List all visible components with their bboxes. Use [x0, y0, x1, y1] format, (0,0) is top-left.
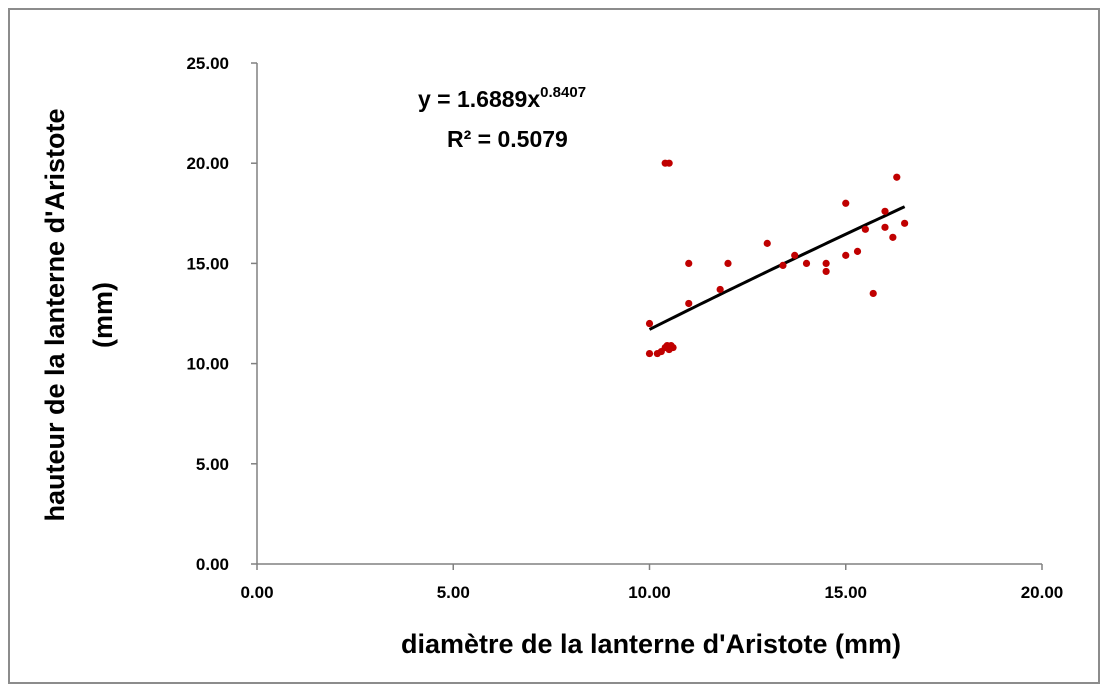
chart-frame	[8, 8, 1100, 684]
data-point	[901, 219, 909, 227]
x-tick-label: 15.00	[824, 583, 867, 602]
data-point	[716, 285, 724, 294]
data-point	[842, 251, 850, 259]
x-axis-title: diamètre de la lanterne d'Aristote (mm)	[401, 629, 901, 659]
data-point	[665, 159, 673, 167]
data-point	[842, 199, 850, 207]
y-axis-title-line-1: hauteur de la lanterne d'Aristote	[40, 108, 70, 521]
data-point	[881, 223, 889, 231]
data-points	[645, 159, 909, 358]
data-point	[645, 319, 654, 328]
data-point	[889, 233, 897, 241]
data-point	[724, 259, 732, 267]
data-point	[822, 259, 830, 267]
x-tick-label: 10.00	[628, 583, 671, 602]
y-axis-ticks: 0.00 5.00 10.00 15.00 20.00 25.00	[186, 54, 257, 574]
data-point	[669, 343, 677, 352]
data-point	[791, 251, 799, 259]
x-axis-ticks: 0.00 5.00 10.00 15.00 20.00	[240, 564, 1063, 602]
data-point	[685, 259, 693, 267]
x-tick-label: 0.00	[240, 583, 273, 602]
y-axis-title-line-2: (mm)	[88, 282, 118, 348]
y-tick-label: 15.00	[186, 254, 229, 273]
y-tick-label: 25.00	[186, 54, 229, 73]
y-axis-title: hauteur de la lanterne d'Aristote (mm)	[40, 108, 118, 521]
y-tick-label: 5.00	[196, 455, 229, 474]
trendline-equation: y = 1.6889x0.8407	[418, 84, 586, 112]
data-point	[779, 261, 787, 269]
data-point	[763, 239, 771, 247]
x-tick-label: 5.00	[437, 583, 470, 602]
data-point	[861, 225, 869, 233]
data-point	[869, 289, 877, 298]
data-point	[881, 207, 889, 215]
data-point	[645, 349, 654, 358]
data-point	[822, 267, 830, 276]
y-tick-label: 0.00	[196, 555, 229, 574]
axes: 0.00 5.00 10.00 15.00 20.00 0.00 5.00 10.00 15.…	[186, 54, 1063, 602]
r-squared-label: R² = 0.5079	[447, 126, 568, 152]
data-point	[685, 299, 693, 308]
data-point	[893, 173, 901, 181]
power-trendline	[648, 205, 906, 331]
y-tick-label: 20.00	[186, 154, 229, 173]
data-point	[802, 259, 811, 267]
x-tick-label: 20.00	[1021, 583, 1064, 602]
y-tick-label: 10.00	[186, 355, 229, 374]
data-point	[853, 247, 862, 255]
